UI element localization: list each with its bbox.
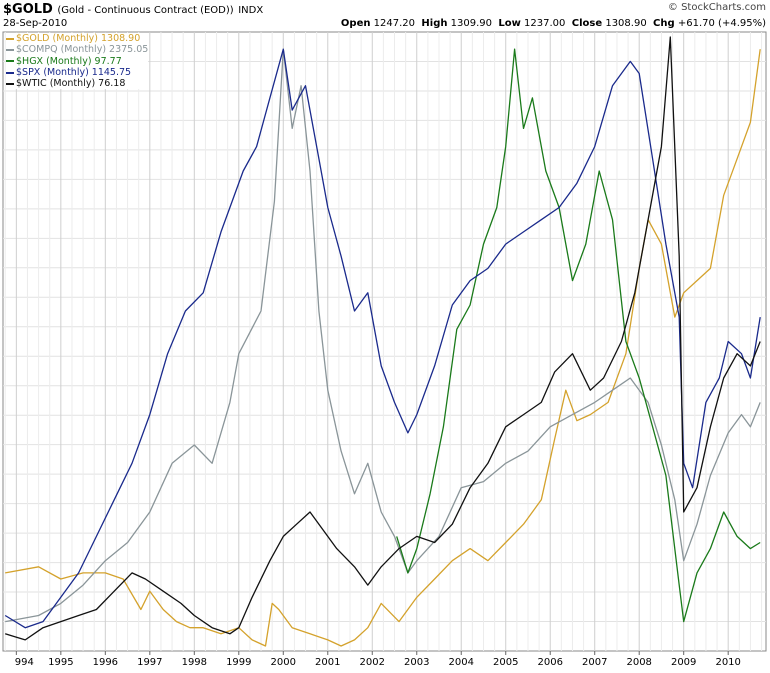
- symbol-name: $GOLD: [3, 2, 53, 17]
- legend-entry-compq: $COMPQ (Monthly) 2375.05: [6, 44, 149, 56]
- low-label: Low: [498, 18, 521, 29]
- legend-entry-spx: $SPX (Monthly) 1145.75: [6, 66, 149, 79]
- legend-label-compq: $COMPQ (Monthly) 2375.05: [16, 44, 149, 56]
- series-line-wticmonthly: [5, 36, 761, 641]
- x-tick-label: 2002: [360, 657, 385, 668]
- legend-entry-wtic: $WTIC (Monthly) 76.18: [6, 78, 149, 90]
- plot-area: [2, 31, 767, 652]
- x-tick-label: 2006: [537, 657, 562, 668]
- x-tick-label: 2001: [315, 657, 340, 668]
- chart-legend: $GOLD (Monthly) 1308.90 $COMPQ (Monthly)…: [6, 33, 149, 90]
- x-tick-label: 2010: [715, 657, 740, 668]
- open-value: 1247.20: [373, 18, 416, 29]
- legend-label-wtic: $WTIC (Monthly) 76.18: [16, 78, 126, 90]
- x-tick-label: 2005: [493, 657, 518, 668]
- series-line-goldmonthly: [5, 49, 761, 647]
- legend-entry-hgx: $HGX (Monthly) 97.77: [6, 55, 149, 67]
- x-tick-label: 2008: [626, 657, 651, 668]
- chg-value: +61.70 (+4.95%): [677, 18, 766, 29]
- chart-date: 28-Sep-2010: [3, 18, 68, 29]
- legend-swatch-hgx: [6, 60, 14, 63]
- x-tick-label: 1998: [182, 657, 207, 668]
- symbol-exchange: INDX: [238, 5, 264, 16]
- high-value: 1309.90: [450, 18, 493, 29]
- x-tick-label: 994: [15, 657, 34, 668]
- legend-swatch-spx: [6, 71, 14, 74]
- x-tick-label: 2009: [671, 657, 696, 668]
- x-tick-label: 2007: [582, 657, 607, 668]
- low-value: 1237.00: [524, 18, 566, 29]
- x-tick-label: 1995: [48, 657, 73, 668]
- high-label: High: [421, 18, 448, 29]
- open-label: Open: [340, 18, 371, 29]
- series-line-spxmonthly: [4, 48, 761, 629]
- chart-header: $GOLD (Gold - Continuous Contract (EOD))…: [2, 2, 768, 32]
- x-tick-label: 1999: [226, 657, 251, 668]
- close-label: Close: [571, 18, 603, 29]
- x-tick-label: 1997: [137, 657, 162, 668]
- legend-label-hgx: $HGX (Monthly) 97.77: [16, 55, 122, 67]
- legend-label-spx: $SPX (Monthly) 1145.75: [16, 66, 132, 78]
- series-line-compqmonthly: [5, 48, 761, 623]
- symbol-title: $GOLD (Gold - Continuous Contract (EOD))…: [3, 2, 263, 17]
- x-tick-label: 1996: [93, 657, 118, 668]
- legend-entry-gold: $GOLD (Monthly) 1308.90: [6, 33, 149, 45]
- series-line-hgxmonthly: [396, 48, 761, 623]
- close-value: 1308.90: [605, 18, 647, 29]
- legend-label-gold: $GOLD (Monthly) 1308.90: [16, 33, 141, 44]
- legend-swatch-gold: [6, 37, 14, 40]
- x-tick-label: 2004: [449, 657, 474, 668]
- ohlc-summary: Open 1247.20 High 1309.90 Low 1237.00 Cl…: [341, 18, 766, 29]
- legend-swatch-compq: [6, 48, 14, 51]
- chg-label: Chg: [653, 18, 675, 29]
- symbol-description: (Gold - Continuous Contract (EOD)): [57, 5, 234, 16]
- x-tick-label: 2000: [271, 657, 296, 668]
- legend-swatch-wtic: [6, 82, 14, 85]
- x-tick-label: 2003: [404, 657, 429, 668]
- stockcharts-brand: © StockCharts.com: [667, 2, 766, 13]
